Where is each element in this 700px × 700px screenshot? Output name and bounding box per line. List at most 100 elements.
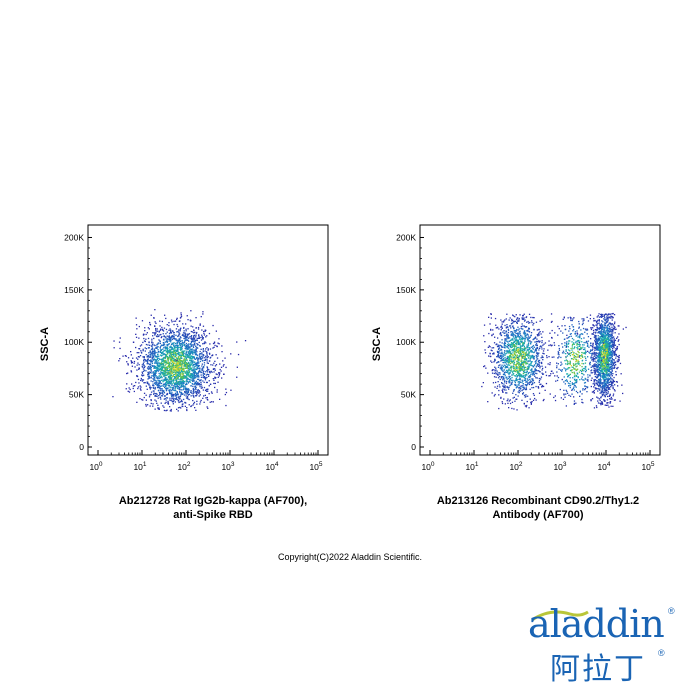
data-point <box>608 373 610 376</box>
data-point <box>542 331 544 333</box>
data-point <box>508 361 511 364</box>
data-point <box>183 376 185 379</box>
data-point <box>176 364 178 366</box>
data-point <box>178 346 180 349</box>
data-point <box>515 364 517 367</box>
data-point <box>167 361 170 364</box>
data-point <box>209 353 211 355</box>
data-point <box>512 379 514 382</box>
data-point <box>197 381 199 384</box>
data-point <box>176 368 178 370</box>
data-point <box>522 344 524 346</box>
data-point <box>504 367 506 369</box>
data-point <box>159 376 161 379</box>
data-point <box>151 364 153 367</box>
data-point <box>171 394 174 396</box>
data-point <box>493 342 496 344</box>
data-point <box>594 365 596 367</box>
data-point <box>606 342 608 344</box>
data-point <box>529 382 531 384</box>
data-point <box>126 372 128 375</box>
data-point <box>151 372 153 374</box>
data-point <box>159 325 161 327</box>
data-point <box>174 377 176 379</box>
data-point <box>188 333 191 335</box>
data-point <box>521 381 523 384</box>
data-point <box>524 357 526 359</box>
data-point <box>524 405 527 407</box>
data-point <box>175 364 177 367</box>
data-point <box>206 381 208 384</box>
data-point <box>510 327 512 329</box>
data-point <box>537 353 539 356</box>
data-point <box>159 363 161 365</box>
data-point <box>169 410 171 412</box>
data-point <box>181 383 184 385</box>
data-point <box>209 343 211 345</box>
data-point <box>151 356 153 358</box>
data-point <box>171 366 173 368</box>
data-point <box>526 363 528 365</box>
data-point <box>196 343 198 345</box>
data-point <box>211 401 213 403</box>
data-point <box>513 353 516 355</box>
data-point <box>163 349 166 352</box>
data-point <box>522 388 524 391</box>
data-point <box>181 357 183 359</box>
data-point <box>163 327 166 329</box>
data-point <box>173 365 175 367</box>
data-point <box>194 358 197 360</box>
data-point <box>514 350 516 352</box>
data-point <box>494 358 496 360</box>
data-point <box>136 364 138 366</box>
data-point <box>166 324 168 326</box>
data-point <box>200 383 202 385</box>
data-point <box>508 340 511 342</box>
data-point <box>513 362 515 365</box>
data-point <box>131 383 133 385</box>
data-point <box>175 355 177 357</box>
data-point <box>188 348 190 350</box>
data-point <box>499 364 501 366</box>
data-point <box>527 360 529 363</box>
data-point <box>168 365 170 367</box>
data-point <box>155 329 157 331</box>
data-point <box>143 396 145 399</box>
data-point <box>497 381 499 383</box>
data-point <box>193 349 195 351</box>
data-point <box>155 395 157 397</box>
data-point <box>500 396 502 399</box>
data-point <box>604 322 606 324</box>
data-point <box>165 390 168 392</box>
data-point <box>133 390 135 393</box>
data-point <box>159 342 161 345</box>
data-point <box>534 337 536 339</box>
data-point <box>154 361 156 363</box>
data-point <box>533 346 536 348</box>
data-point <box>516 328 518 331</box>
data-point <box>506 344 509 346</box>
data-point <box>501 401 503 403</box>
data-point <box>177 374 179 376</box>
data-point <box>536 358 538 360</box>
data-point <box>519 314 521 316</box>
x-tick-exponent: 1 <box>143 461 147 468</box>
data-point <box>197 360 199 362</box>
data-point <box>594 387 596 389</box>
data-point <box>594 332 597 334</box>
data-point <box>502 369 504 371</box>
data-point <box>610 315 612 317</box>
data-point <box>135 324 138 326</box>
data-point <box>162 348 164 350</box>
data-point <box>188 363 191 366</box>
data-point <box>531 368 533 370</box>
data-point <box>511 366 513 368</box>
data-point <box>518 350 520 352</box>
data-point <box>174 366 176 368</box>
data-point <box>187 333 190 335</box>
data-point <box>174 377 176 379</box>
data-point <box>174 376 176 378</box>
data-point <box>530 403 532 405</box>
data-point <box>177 352 179 355</box>
data-point <box>498 351 500 353</box>
